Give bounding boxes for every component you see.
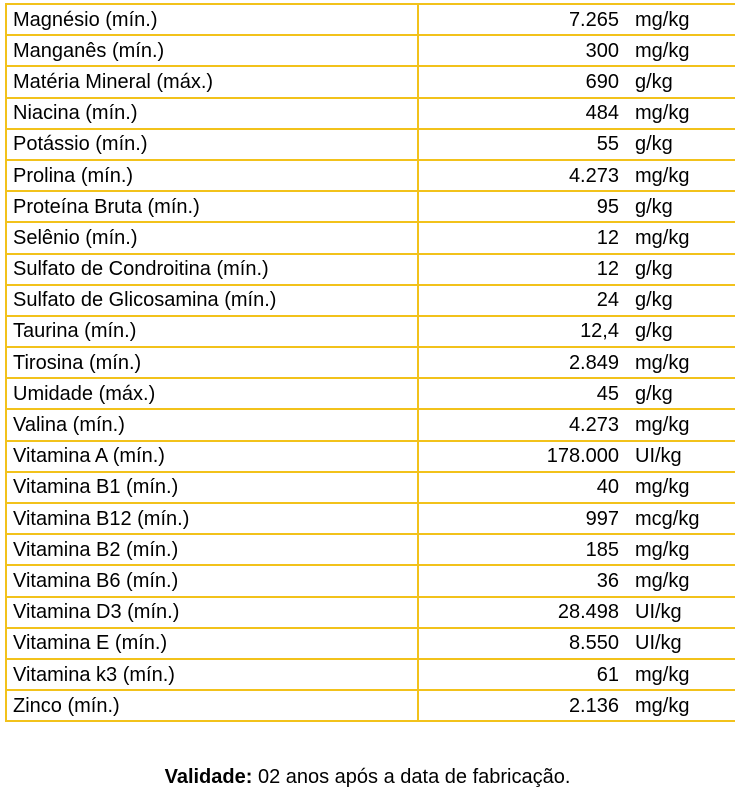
nutrient-name: Taurina (mín.) [5, 314, 419, 349]
table-row: Vitamina B2 (mín.) 185 mg/kg [5, 533, 735, 567]
nutrient-value: 690 [417, 65, 627, 99]
nutrient-name: Vitamina k3 (mín.) [5, 657, 419, 692]
table-row: Selênio (mín.) 12 mg/kg [5, 221, 735, 255]
nutrient-value: 55 [417, 127, 627, 161]
nutrient-unit: g/kg [627, 65, 735, 99]
nutrient-value: 4.273 [417, 158, 627, 193]
table-row: Vitamina E (mín.) 8.550 UI/kg [5, 626, 735, 660]
nutrient-value: 185 [417, 533, 627, 567]
nutrient-value: 178.000 [417, 439, 627, 473]
nutrient-name: Vitamina B12 (mín.) [5, 501, 419, 536]
nutrient-value: 36 [417, 564, 627, 598]
table-row: Valina (mín.) 4.273 mg/kg [5, 408, 735, 442]
nutrient-name: Tirosina (mín.) [5, 346, 419, 380]
nutrient-value: 95 [417, 190, 627, 224]
nutrient-unit: mg/kg [627, 533, 735, 567]
nutrient-value: 2.849 [417, 346, 627, 380]
nutrient-unit: mg/kg [627, 408, 735, 442]
nutrient-name: Vitamina B2 (mín.) [5, 533, 419, 567]
nutrient-value: 28.498 [417, 595, 627, 629]
table-row: Vitamina k3 (mín.) 61 mg/kg [5, 657, 735, 692]
nutrient-unit: mcg/kg [627, 501, 735, 536]
nutrient-value: 7.265 [417, 2, 627, 37]
nutrient-value: 12 [417, 221, 627, 255]
validity-text: 02 anos após a data de fabricação. [252, 766, 571, 788]
table-row: Vitamina B1 (mín.) 40 mg/kg [5, 470, 735, 505]
nutrient-name: Vitamina E (mín.) [5, 626, 419, 660]
nutrient-name: Umidade (máx.) [5, 377, 419, 411]
nutrient-name: Sulfato de Condroitina (mín.) [5, 252, 419, 286]
nutrient-unit: g/kg [627, 190, 735, 224]
table-row: Umidade (máx.) 45 g/kg [5, 377, 735, 411]
nutrient-name: Selênio (mín.) [5, 221, 419, 255]
table-row: Proteína Bruta (mín.) 95 g/kg [5, 190, 735, 224]
table-row: Magnésio (mín.) 7.265 mg/kg [5, 2, 735, 37]
nutrient-value: 484 [417, 96, 627, 130]
nutrient-name: Matéria Mineral (máx.) [5, 65, 419, 99]
nutrient-unit: mg/kg [627, 470, 735, 505]
nutrient-unit: mg/kg [627, 34, 735, 68]
nutrient-value: 45 [417, 377, 627, 411]
table-row: Sulfato de Condroitina (mín.) 12 g/kg [5, 252, 735, 286]
nutrient-unit: g/kg [627, 283, 735, 317]
nutrient-name: Sulfato de Glicosamina (mín.) [5, 283, 419, 317]
nutrient-unit: g/kg [627, 377, 735, 411]
nutrient-value: 997 [417, 501, 627, 536]
table-row: Taurina (mín.) 12,4 g/kg [5, 314, 735, 349]
nutrient-unit: g/kg [627, 314, 735, 349]
nutrient-unit: mg/kg [627, 158, 735, 193]
table-row: Matéria Mineral (máx.) 690 g/kg [5, 65, 735, 99]
table-row: Sulfato de Glicosamina (mín.) 24 g/kg [5, 283, 735, 317]
nutrient-unit: g/kg [627, 252, 735, 286]
table-row: Vitamina B6 (mín.) 36 mg/kg [5, 564, 735, 598]
validity-label: Validade: [164, 766, 253, 788]
nutrient-unit: mg/kg [627, 2, 735, 37]
table-row: Potássio (mín.) 55 g/kg [5, 127, 735, 161]
nutrient-unit: mg/kg [627, 657, 735, 692]
nutrient-name: Valina (mín.) [5, 408, 419, 442]
nutrient-name: Proteína Bruta (mín.) [5, 190, 419, 224]
nutrient-name: Vitamina A (mín.) [5, 439, 419, 473]
nutrient-unit: mg/kg [627, 221, 735, 255]
nutrient-unit: UI/kg [627, 439, 735, 473]
nutrient-value: 8.550 [417, 626, 627, 660]
nutrient-name: Niacina (mín.) [5, 96, 419, 130]
nutrient-unit: mg/kg [627, 564, 735, 598]
table-row: Tirosina (mín.) 2.849 mg/kg [5, 346, 735, 380]
table-row: Niacina (mín.) 484 mg/kg [5, 96, 735, 130]
nutrient-unit: UI/kg [627, 595, 735, 629]
nutrient-value: 4.273 [417, 408, 627, 442]
nutrient-name: Zinco (mín.) [5, 689, 419, 723]
table-row: Vitamina D3 (mín.) 28.498 UI/kg [5, 595, 735, 629]
table-row: Vitamina A (mín.) 178.000 UI/kg [5, 439, 735, 473]
nutrient-name: Vitamina B6 (mín.) [5, 564, 419, 598]
nutrient-unit: mg/kg [627, 689, 735, 723]
nutrient-unit: UI/kg [627, 626, 735, 660]
nutrient-name: Magnésio (mín.) [5, 2, 419, 37]
nutrient-value: 12,4 [417, 314, 627, 349]
table-row: Vitamina B12 (mín.) 997 mcg/kg [5, 501, 735, 536]
nutrient-unit: mg/kg [627, 96, 735, 130]
table-row: Prolina (mín.) 4.273 mg/kg [5, 158, 735, 193]
nutrient-table: Magnésio (mín.) 7.265 mg/kg Manganês (mín.)… [5, 2, 735, 723]
table-row: Zinco (mín.) 2.136 mg/kg [5, 689, 735, 723]
nutrient-value: 40 [417, 470, 627, 505]
nutrient-name: Potássio (mín.) [5, 127, 419, 161]
nutrient-value: 61 [417, 657, 627, 692]
nutrient-name: Vitamina D3 (mín.) [5, 595, 419, 629]
nutrient-value: 24 [417, 283, 627, 317]
nutrient-name: Vitamina B1 (mín.) [5, 470, 419, 505]
nutrient-value: 2.136 [417, 689, 627, 723]
nutrient-unit: g/kg [627, 127, 735, 161]
nutrient-value: 12 [417, 252, 627, 286]
nutrient-name: Prolina (mín.) [5, 158, 419, 193]
nutrient-table-body: Magnésio (mín.) 7.265 mg/kg Manganês (mín.)… [5, 2, 735, 723]
table-row: Manganês (mín.) 300 mg/kg [5, 34, 735, 68]
nutrient-value: 300 [417, 34, 627, 68]
nutrient-unit: mg/kg [627, 346, 735, 380]
validity-note: Validade: 02 anos após a data de fabrica… [0, 764, 735, 790]
nutrient-name: Manganês (mín.) [5, 34, 419, 68]
